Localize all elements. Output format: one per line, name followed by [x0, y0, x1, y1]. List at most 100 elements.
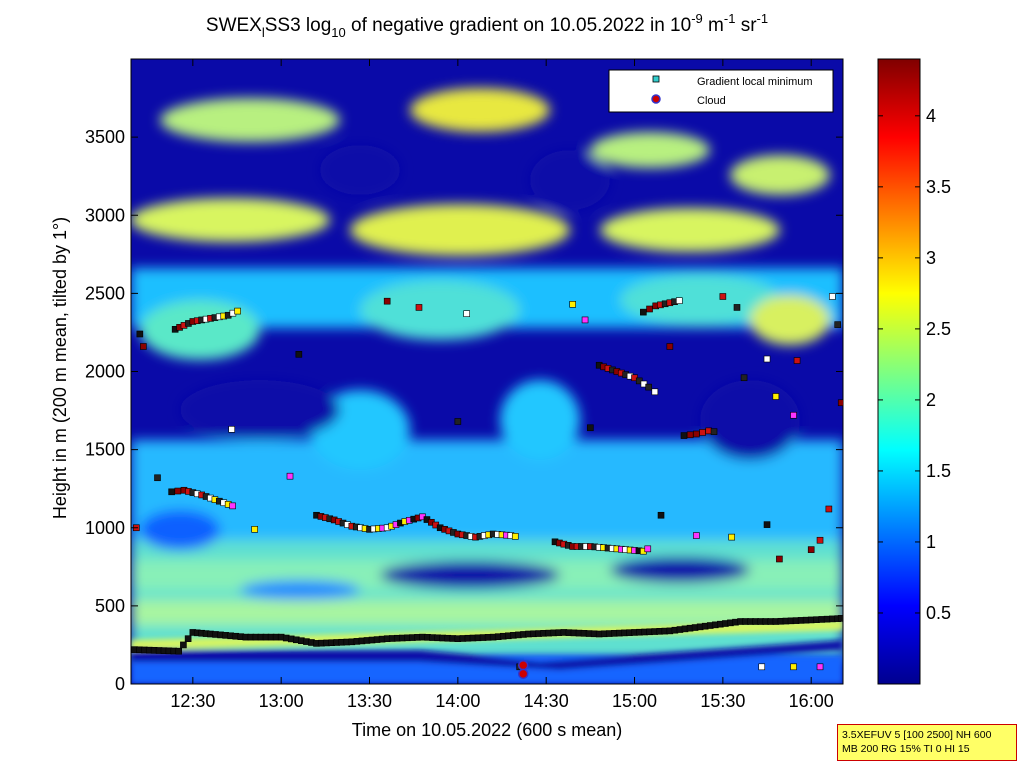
gradient-minimum-marker: [837, 615, 843, 622]
gradient-minimum-marker: [807, 546, 815, 553]
x-tick-label: 14:30: [524, 691, 569, 711]
y-tick-label: 2500: [85, 283, 125, 303]
chart-title: SWEXlSS3 log10 of negative gradient on 1…: [206, 11, 768, 40]
gradient-minimum-marker: [699, 429, 706, 436]
legend-circle-icon: [651, 94, 661, 104]
gradient-minimum-marker: [680, 432, 688, 439]
colorbar-tick-label: 2: [926, 390, 936, 410]
info-line-2: MB 200 RG 15% TI 0 HI 15: [842, 743, 970, 755]
gradient-minimum-marker: [587, 424, 594, 432]
gradient-minimum-marker: [184, 635, 192, 642]
gradient-minimum-marker: [829, 293, 836, 300]
gradient-minimum-marker: [581, 316, 589, 324]
gradient-minimum-marker: [733, 304, 741, 311]
colorbar-ticks: 0.5 1 1.5 2 2.5 3 3.5 4: [878, 106, 951, 623]
gradient-minimum-marker: [666, 343, 674, 350]
processing-info-box: 3.5XEFUV 5 [100 2500] NH 600 MB 200 RG 1…: [837, 724, 1017, 761]
x-tick-label: 16:00: [789, 691, 834, 711]
legend-entry-gradient: Gradient local minimum: [697, 76, 813, 88]
gradient-minimum-marker: [763, 355, 771, 363]
colorbar-tick-label: 3: [926, 248, 936, 268]
x-tick-label: 14:00: [435, 691, 480, 711]
gradient-minimum-marker: [772, 393, 780, 400]
legend-entry-cloud: Cloud: [697, 95, 726, 107]
y-tick-label: 3500: [85, 127, 125, 147]
y-tick-label: 1500: [85, 440, 125, 460]
gradient-minimum-marker: [229, 502, 236, 510]
gradient-minimum-marker: [511, 533, 519, 540]
gradient-minimum-marker: [295, 351, 303, 358]
info-line-1: 3.5XEFUV 5 [100 2500] NH 600: [842, 729, 992, 741]
gradient-minimum-marker: [657, 511, 665, 519]
gradient-minimum-marker: [816, 536, 824, 544]
x-tick-label: 12:30: [170, 691, 215, 711]
cloud-marker: [517, 668, 529, 680]
gradient-minimum-marker: [728, 533, 735, 541]
y-tick-label: 0: [115, 674, 125, 694]
x-axis-label: Time on 10.05.2022 (600 s mean): [352, 720, 623, 740]
gradient-minimum-marker: [686, 431, 694, 439]
y-axis-label: Height in m (200 m mean, tilted by 1°): [50, 217, 70, 519]
y-axis: 0 500 1000 1500 2000 2500 3000 3500: [85, 127, 843, 694]
heatmap-field: [131, 59, 843, 684]
gradient-minimum-marker: [645, 383, 652, 391]
gradient-minimum-marker: [646, 305, 653, 313]
gradient-minimum-marker: [776, 555, 783, 563]
gradient-minimum-marker: [168, 488, 175, 496]
x-tick-label: 13:00: [259, 691, 304, 711]
gradient-minimum-marker: [174, 487, 182, 495]
colorbar-tick-label: 3.5: [926, 177, 951, 197]
gradient-minimum-marker: [228, 426, 236, 433]
legend: Gradient local minimum Cloud: [608, 69, 834, 113]
colorbar-tick-label: 1: [926, 532, 936, 552]
gradient-minimum-marker: [140, 343, 147, 350]
y-tick-label: 2000: [85, 362, 125, 382]
x-tick-label: 15:00: [612, 691, 657, 711]
gradient-minimum-marker: [693, 532, 700, 539]
colorbar: [877, 58, 921, 685]
gradient-minimum-marker: [640, 308, 647, 316]
gradient-minimum-marker: [463, 310, 470, 317]
gradient-minimum-marker: [816, 663, 824, 671]
gradient-minimum-marker: [234, 307, 241, 315]
gradient-minimum-marker: [710, 428, 718, 435]
gradient-minimum-marker: [825, 505, 833, 513]
gradient-minimum-marker: [415, 304, 423, 311]
gradient-minimum-marker: [740, 374, 748, 382]
gradient-minimum-marker: [644, 545, 652, 553]
data-layer: [131, 293, 843, 680]
gradient-minimum-marker: [758, 663, 766, 671]
gradient-minimum-marker: [675, 297, 683, 304]
gradient-minimum-marker: [693, 430, 700, 438]
legend-square-icon: [652, 75, 660, 83]
x-tick-label: 13:30: [347, 691, 392, 711]
gradient-minimum-marker: [154, 474, 161, 482]
gradient-minimum-marker: [793, 357, 801, 364]
gradient-minimum-marker: [383, 297, 391, 305]
colorbar-tick-label: 1.5: [926, 461, 951, 481]
gradient-minimum-marker: [569, 301, 576, 308]
x-axis: 12:30 13:00 13:30 14:00 14:30 15:00 15:30 16:00: [170, 59, 834, 711]
y-tick-label: 500: [95, 596, 125, 616]
gradient-minimum-marker: [790, 663, 797, 671]
gradient-minimum-marker: [790, 411, 797, 419]
gradient-minimum-marker: [837, 399, 843, 407]
colorbar-tick-label: 2.5: [926, 319, 951, 339]
x-tick-label: 15:30: [700, 691, 745, 711]
gradient-minimum-marker: [763, 521, 771, 528]
legend-box: [608, 69, 834, 113]
colorbar-tick-label: 0.5: [926, 603, 951, 623]
colorbar-tick-label: 4: [926, 106, 936, 126]
gradient-minimum-marker: [286, 472, 294, 480]
gradient-minimum-marker: [251, 526, 258, 533]
gradient-minimum-marker: [719, 293, 727, 300]
gradient-minimum-marker: [651, 388, 659, 396]
cloud-marker: [517, 660, 529, 671]
y-tick-label: 3000: [85, 205, 125, 225]
gradient-minimum-marker: [175, 647, 183, 655]
gradient-minimum-marker: [180, 641, 187, 649]
gradient-minimum-marker: [834, 321, 841, 328]
gradient-minimum-marker: [136, 330, 144, 338]
gradient-minimum-marker: [454, 418, 462, 425]
